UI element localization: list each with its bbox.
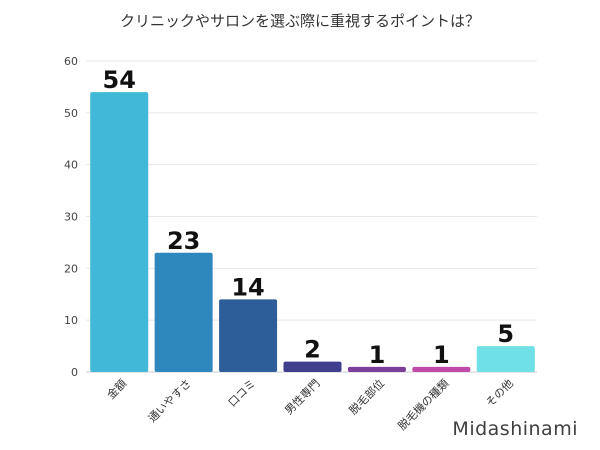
x-tick-label: 脱毛機の種類 — [395, 376, 452, 433]
y-tick-label: 60 — [64, 55, 78, 68]
data-label: 14 — [231, 273, 264, 301]
data-label: 5 — [497, 320, 514, 348]
data-label: 54 — [103, 66, 136, 94]
data-label: 2 — [304, 336, 321, 364]
y-tick-label: 50 — [64, 107, 78, 120]
y-tick-label: 10 — [64, 314, 78, 327]
bar — [347, 366, 406, 372]
x-tick-label: 脱毛部位 — [346, 376, 387, 417]
y-tick-label: 0 — [71, 366, 78, 379]
bars — [90, 92, 535, 372]
gridlines — [86, 60, 537, 373]
data-label: 1 — [433, 341, 450, 369]
brand-logo-text: Midashinami — [452, 418, 578, 440]
bar — [476, 346, 535, 372]
x-tick-label: 通いやすさ — [146, 377, 194, 425]
y-axis: 0 10 20 30 40 50 60 — [64, 55, 78, 379]
x-tick-label: その他 — [483, 377, 516, 410]
bar — [219, 299, 278, 372]
bar — [283, 361, 342, 372]
x-tick-label: 口コミ — [226, 377, 259, 410]
bar — [412, 366, 471, 372]
y-tick-label: 20 — [64, 262, 78, 275]
y-tick-label: 40 — [64, 159, 78, 172]
y-tick-label: 30 — [64, 211, 78, 224]
data-label: 23 — [167, 227, 200, 255]
chart-title: クリニックやサロンを選ぶ際に重視するポイントは？ — [120, 12, 480, 30]
bar — [154, 252, 213, 372]
bar — [90, 92, 149, 372]
x-tick-label: 男性専門 — [282, 376, 323, 417]
data-labels: 54 23 14 2 1 1 5 — [103, 66, 515, 369]
x-tick-label: 金額 — [104, 376, 129, 401]
data-label: 1 — [369, 341, 386, 369]
